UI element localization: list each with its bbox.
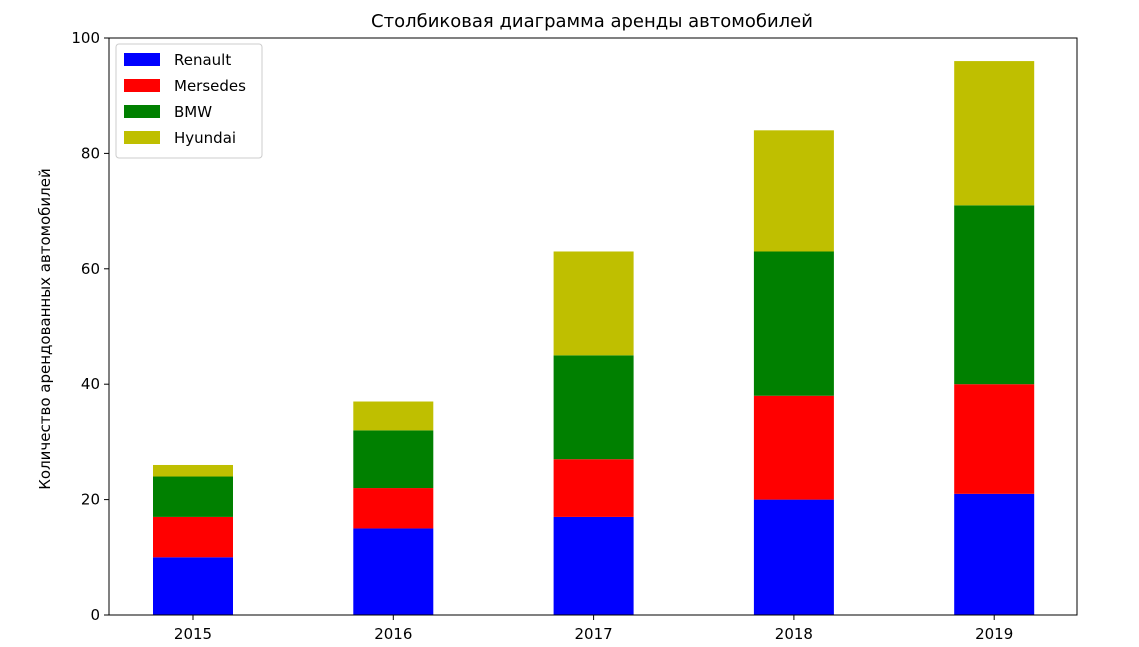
bar-hyundai-2017 [553, 251, 634, 356]
bar-renault-2019 [954, 493, 1035, 615]
bar-bmw-2018 [753, 251, 834, 396]
legend-box [115, 43, 263, 159]
legend-swatch-mersedes [124, 79, 160, 92]
bar-renault-2015 [153, 557, 233, 615]
x-tick-label: 2016 [374, 625, 412, 643]
bar-bmw-2016 [353, 430, 434, 489]
x-tick-label: 2019 [975, 625, 1013, 643]
y-tick-label: 60 [81, 260, 100, 278]
bar-mersedes-2017 [553, 459, 634, 517]
legend-swatch-bmw [124, 105, 160, 118]
x-tick-label: 2018 [775, 625, 813, 643]
x-tick-label: 2017 [575, 625, 613, 643]
bar-renault-2017 [553, 516, 634, 615]
bar-hyundai-2015 [153, 464, 233, 477]
legend-swatch-hyundai [124, 131, 160, 144]
bars-layer [153, 61, 1035, 615]
bar-bmw-2019 [954, 205, 1035, 385]
bar-renault-2018 [753, 499, 834, 615]
y-tick-label: 100 [71, 29, 100, 47]
y-tick-label: 0 [90, 606, 100, 624]
legend-label-hyundai: Hyundai [174, 129, 236, 147]
bar-hyundai-2016 [353, 401, 434, 431]
x-tick-label: 2015 [174, 625, 212, 643]
bar-bmw-2015 [153, 476, 233, 517]
axes-layer: 0 20 40 60 80 100 2015 2016 2017 2018 2019 [71, 29, 1078, 643]
bar-bmw-2017 [553, 355, 634, 460]
bar-mersedes-2015 [153, 516, 233, 558]
legend-swatch-renault [124, 53, 160, 66]
bar-mersedes-2016 [353, 488, 434, 529]
chart-title: Столбиковая диаграмма аренды автомобилей [371, 11, 813, 32]
legend-label-bmw: BMW [174, 103, 212, 121]
y-tick-label: 40 [81, 375, 100, 393]
bar-hyundai-2019 [954, 61, 1035, 206]
legend-label-renault: Renault [174, 51, 231, 69]
y-tick-label: 80 [81, 144, 100, 162]
bar-mersedes-2019 [954, 384, 1035, 494]
legend: Renault Mersedes BMW Hyundai [115, 43, 263, 159]
bar-hyundai-2018 [753, 130, 834, 252]
y-tick-label: 20 [81, 491, 100, 509]
plot-frame [108, 37, 1078, 616]
y-axis-label: Количество арендованных автомобилей [36, 168, 54, 489]
bar-renault-2016 [353, 528, 434, 615]
bar-mersedes-2018 [753, 395, 834, 500]
legend-label-mersedes: Mersedes [174, 77, 246, 95]
